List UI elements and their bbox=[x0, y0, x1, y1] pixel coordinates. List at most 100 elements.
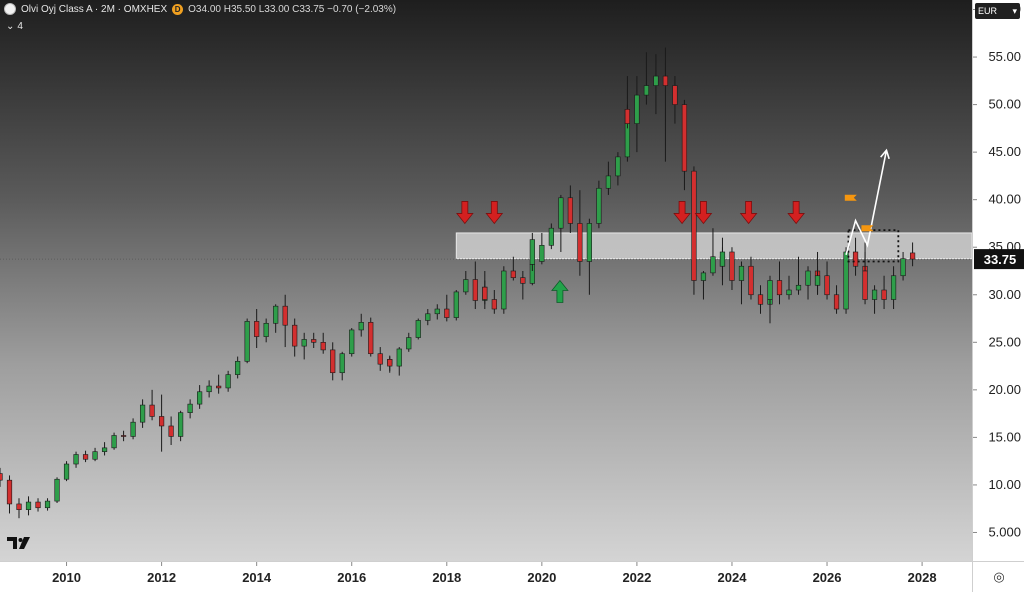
candle[interactable] bbox=[349, 328, 355, 357]
candle[interactable] bbox=[282, 294, 288, 348]
candle[interactable] bbox=[615, 152, 621, 186]
settings-icon[interactable]: ◎ bbox=[993, 569, 1005, 584]
candle[interactable] bbox=[434, 304, 440, 320]
price-axis[interactable]: 5.000 10.00 15.00 20.00 25.00 30.00 35.00 40.00… bbox=[972, 0, 1024, 561]
last-price-badge[interactable] bbox=[974, 249, 1024, 270]
candle[interactable] bbox=[425, 309, 431, 326]
time-axis[interactable]: 2010 2012 2014 2016 2018 2020 2022 2024 2026 2028 bbox=[0, 561, 972, 592]
candle[interactable] bbox=[44, 498, 51, 511]
candle[interactable] bbox=[757, 285, 764, 314]
candle[interactable] bbox=[539, 232, 545, 265]
candle[interactable] bbox=[643, 52, 650, 105]
down-arrow-marker[interactable] bbox=[694, 201, 713, 225]
flag-icon[interactable] bbox=[861, 225, 874, 232]
candle[interactable] bbox=[890, 266, 897, 310]
down-arrow-marker[interactable] bbox=[739, 201, 758, 225]
candle[interactable] bbox=[729, 247, 735, 291]
candle[interactable] bbox=[776, 261, 783, 305]
candle[interactable] bbox=[624, 76, 631, 129]
candle[interactable] bbox=[6, 475, 13, 514]
candle[interactable] bbox=[54, 477, 60, 503]
down-arrow-marker[interactable] bbox=[456, 201, 474, 225]
candle[interactable] bbox=[396, 347, 402, 376]
symbol-title[interactable]: Olvi Oyj Class A · 2M · OMXHEX bbox=[21, 3, 168, 15]
candle[interactable] bbox=[700, 270, 707, 300]
candle[interactable] bbox=[263, 318, 269, 343]
down-arrow-marker[interactable] bbox=[485, 201, 504, 225]
projection-path[interactable] bbox=[845, 150, 888, 256]
candle[interactable] bbox=[235, 356, 241, 379]
candle[interactable] bbox=[120, 430, 127, 442]
candle[interactable] bbox=[605, 161, 611, 195]
candle[interactable] bbox=[130, 418, 136, 440]
candle[interactable] bbox=[653, 54, 659, 115]
candle[interactable] bbox=[586, 218, 592, 295]
candle[interactable] bbox=[529, 232, 535, 271]
candle[interactable] bbox=[368, 317, 374, 357]
candle[interactable] bbox=[814, 266, 821, 295]
down-arrow-marker[interactable] bbox=[673, 201, 691, 225]
candle[interactable] bbox=[681, 99, 688, 191]
candle[interactable] bbox=[748, 256, 754, 300]
candle[interactable] bbox=[273, 304, 279, 333]
candle[interactable] bbox=[139, 399, 146, 428]
candle[interactable] bbox=[862, 251, 868, 305]
candle[interactable] bbox=[453, 290, 459, 321]
candle[interactable] bbox=[16, 498, 22, 519]
candle[interactable] bbox=[662, 47, 669, 162]
candle[interactable] bbox=[558, 194, 564, 252]
candle[interactable] bbox=[672, 76, 678, 124]
candle[interactable] bbox=[909, 242, 916, 267]
candle[interactable] bbox=[159, 394, 165, 452]
candle[interactable] bbox=[871, 285, 878, 314]
candle[interactable] bbox=[767, 275, 773, 310]
candle[interactable] bbox=[25, 496, 32, 516]
price-plot[interactable] bbox=[0, 0, 972, 561]
candle[interactable] bbox=[463, 270, 469, 295]
candle[interactable] bbox=[244, 318, 250, 364]
candle[interactable] bbox=[719, 237, 726, 286]
candle[interactable] bbox=[482, 270, 488, 305]
candle[interactable] bbox=[501, 266, 507, 314]
candle[interactable] bbox=[216, 374, 222, 394]
candle[interactable] bbox=[805, 266, 811, 300]
candle[interactable] bbox=[82, 450, 89, 463]
candle[interactable] bbox=[92, 447, 98, 462]
candle[interactable] bbox=[187, 399, 193, 419]
candle[interactable] bbox=[833, 285, 840, 314]
candle[interactable] bbox=[225, 370, 231, 392]
candle[interactable] bbox=[330, 342, 336, 381]
candle[interactable] bbox=[510, 256, 516, 281]
candle[interactable] bbox=[111, 432, 117, 450]
candle[interactable] bbox=[292, 318, 298, 357]
down-arrow-marker[interactable] bbox=[787, 201, 805, 225]
candle[interactable] bbox=[900, 251, 906, 281]
candle[interactable] bbox=[35, 498, 41, 512]
candle[interactable] bbox=[101, 442, 108, 456]
candle[interactable] bbox=[358, 313, 364, 337]
chart-area[interactable]: Olvi Oyj Class A · 2M · OMXHEX D O34.00 … bbox=[0, 0, 972, 561]
candle[interactable] bbox=[577, 190, 583, 276]
candle[interactable] bbox=[710, 228, 716, 276]
candle[interactable] bbox=[520, 270, 526, 300]
candle[interactable] bbox=[634, 76, 640, 153]
currency-selector[interactable]: EUR ▾ bbox=[975, 3, 1020, 19]
flag-icon[interactable] bbox=[844, 194, 857, 201]
candle[interactable] bbox=[178, 410, 184, 442]
candle[interactable] bbox=[491, 290, 497, 314]
candle[interactable] bbox=[206, 380, 212, 398]
candle[interactable] bbox=[301, 332, 307, 360]
indicator-toggle[interactable]: ⌄ 4 bbox=[6, 21, 23, 32]
candle[interactable] bbox=[738, 261, 745, 305]
candle[interactable] bbox=[852, 237, 859, 276]
candle[interactable] bbox=[63, 461, 70, 482]
candle[interactable] bbox=[168, 416, 174, 445]
candle[interactable] bbox=[596, 180, 602, 229]
tradingview-logo-icon[interactable] bbox=[7, 536, 31, 550]
candle[interactable] bbox=[795, 256, 802, 295]
candle[interactable] bbox=[149, 389, 155, 421]
candle[interactable] bbox=[406, 332, 412, 352]
candle[interactable] bbox=[691, 166, 697, 295]
candle[interactable] bbox=[387, 356, 393, 373]
candle[interactable] bbox=[444, 294, 450, 322]
